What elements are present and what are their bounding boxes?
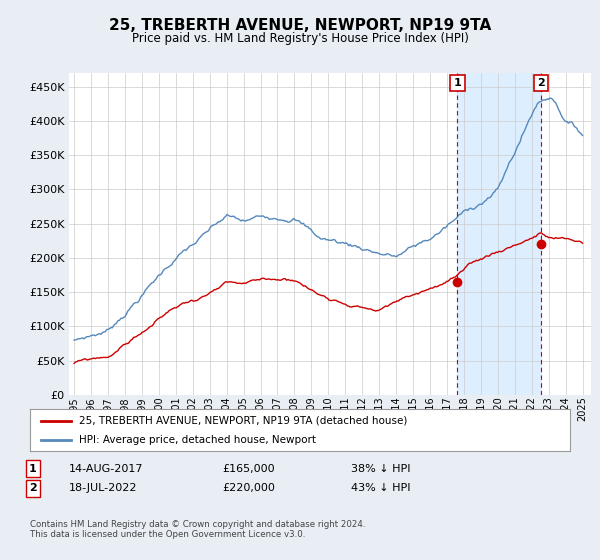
Text: 25, TREBERTH AVENUE, NEWPORT, NP19 9TA: 25, TREBERTH AVENUE, NEWPORT, NP19 9TA (109, 18, 491, 33)
Text: 2: 2 (29, 483, 37, 493)
Text: 25, TREBERTH AVENUE, NEWPORT, NP19 9TA (detached house): 25, TREBERTH AVENUE, NEWPORT, NP19 9TA (… (79, 416, 407, 426)
Text: Price paid vs. HM Land Registry's House Price Index (HPI): Price paid vs. HM Land Registry's House … (131, 32, 469, 45)
Text: £220,000: £220,000 (222, 483, 275, 493)
Text: 38% ↓ HPI: 38% ↓ HPI (351, 464, 410, 474)
Text: Contains HM Land Registry data © Crown copyright and database right 2024.
This d: Contains HM Land Registry data © Crown c… (30, 520, 365, 539)
Text: 1: 1 (454, 78, 461, 88)
Bar (457, 73, 541, 395)
Text: HPI: Average price, detached house, Newport: HPI: Average price, detached house, Newp… (79, 435, 316, 445)
Text: 43% ↓ HPI: 43% ↓ HPI (351, 483, 410, 493)
Text: 14-AUG-2017: 14-AUG-2017 (69, 464, 143, 474)
Text: 1: 1 (29, 464, 37, 474)
Text: 18-JUL-2022: 18-JUL-2022 (69, 483, 137, 493)
Text: £165,000: £165,000 (222, 464, 275, 474)
Text: 2: 2 (537, 78, 545, 88)
